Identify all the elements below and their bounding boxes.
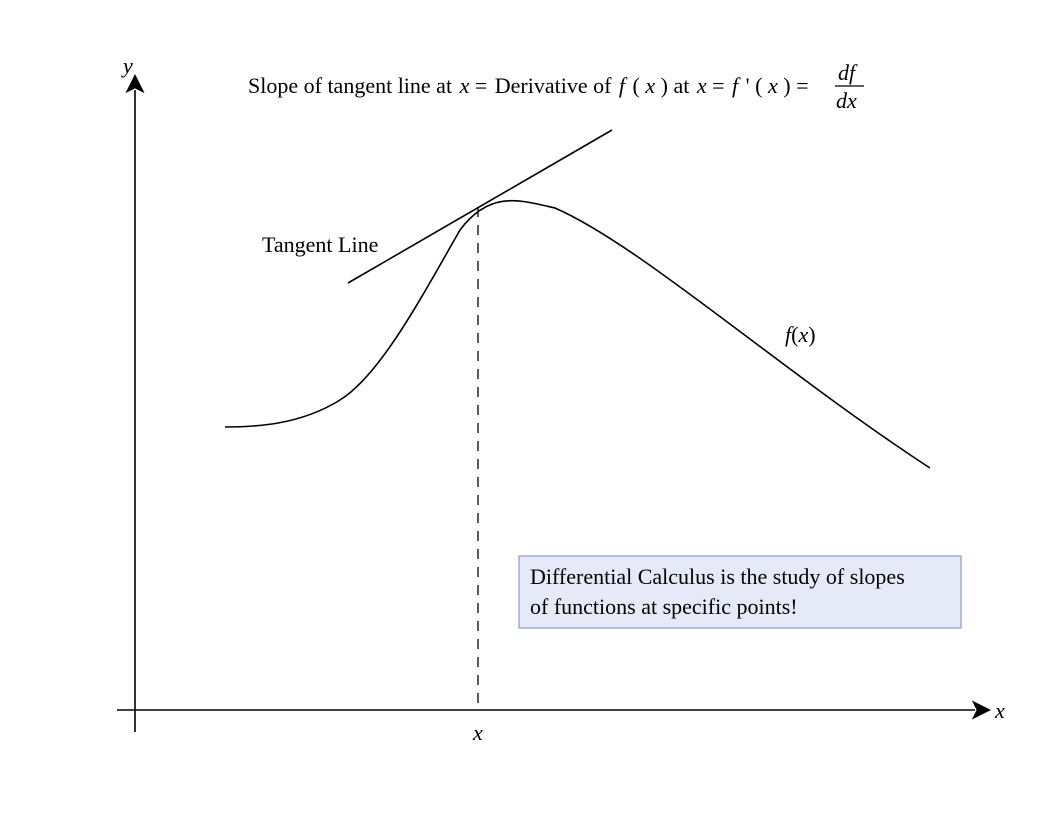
title-x1: x bbox=[459, 73, 470, 98]
title-paren-o1: ( bbox=[633, 73, 640, 98]
title-x2: x bbox=[644, 73, 655, 98]
diagram-svg: y x f(x) f(x) Tangent Line x Slope of ta… bbox=[0, 0, 1056, 816]
title-equation: Slope of tangent line at x = Derivative … bbox=[248, 60, 864, 113]
title-eq3: = bbox=[796, 73, 808, 98]
title-x3: x bbox=[696, 73, 707, 98]
info-box-line-1: Differential Calculus is the study of sl… bbox=[530, 564, 905, 589]
title-part-1: Slope of tangent line at bbox=[248, 73, 458, 98]
title-paren-c1: ) bbox=[661, 73, 668, 98]
title-x4: x bbox=[767, 73, 778, 98]
fraction-numerator: df bbox=[838, 60, 858, 85]
x-axis-label: x bbox=[994, 698, 1005, 723]
title-part-3: at bbox=[673, 73, 694, 98]
y-axis-label: y bbox=[121, 53, 133, 78]
svg-text:Slope of tangent line at: Slope of tangent line at x = Derivative … bbox=[248, 73, 808, 98]
fx-label-math: f(x) bbox=[785, 322, 816, 347]
fraction-denominator: dx bbox=[836, 88, 857, 113]
title-f2: f bbox=[732, 73, 741, 98]
title-eq1: = bbox=[475, 73, 487, 98]
title-paren-c2: ) bbox=[783, 73, 790, 98]
tangent-line bbox=[348, 130, 612, 283]
tangent-x-label: x bbox=[472, 720, 483, 745]
info-box-line-2: of functions at specific points! bbox=[530, 594, 798, 619]
title-part-2: Derivative of bbox=[495, 73, 617, 98]
title-prime: ' bbox=[746, 73, 750, 98]
title-paren-o2: ( bbox=[755, 73, 762, 98]
title-eq2: = bbox=[712, 73, 724, 98]
title-f1: f bbox=[619, 73, 628, 98]
tangent-label: Tangent Line bbox=[262, 232, 378, 257]
